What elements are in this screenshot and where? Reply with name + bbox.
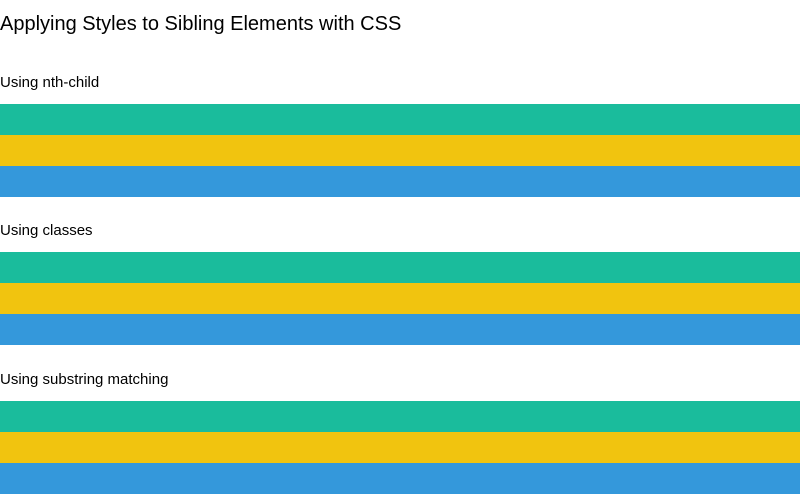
sibling-bar	[0, 314, 800, 345]
section-heading-substring: Using substring matching	[0, 371, 169, 388]
page-title: Applying Styles to Sibling Elements with…	[0, 13, 402, 35]
sibling-bar	[0, 463, 800, 494]
sibling-bar	[0, 166, 800, 197]
section-heading-classes: Using classes	[0, 222, 93, 239]
sibling-bar	[0, 283, 800, 314]
sibling-bar	[0, 104, 800, 135]
section-heading-nth-child: Using nth-child	[0, 74, 100, 91]
sibling-bar	[0, 401, 800, 432]
sibling-bar	[0, 432, 800, 463]
sibling-bar	[0, 252, 800, 283]
sibling-bar	[0, 135, 800, 166]
